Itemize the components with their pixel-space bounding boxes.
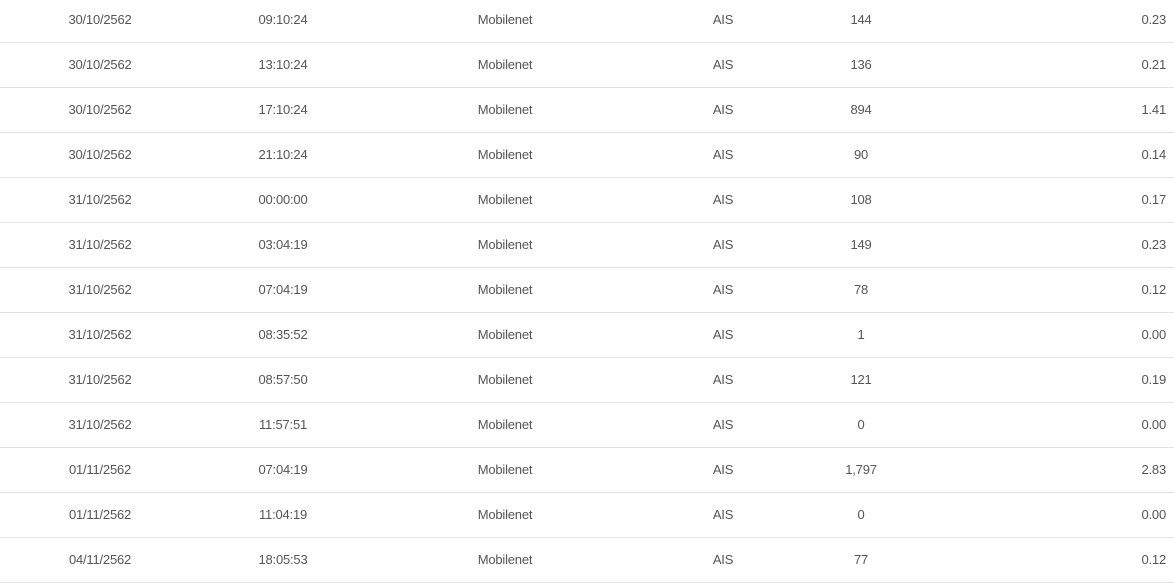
cell-network: Mobilenet [477,192,533,207]
cell-usage: 121 [850,372,872,387]
cell-operator: AIS [712,552,734,567]
cell-amount: 0.00 [1141,327,1166,342]
table-row: 04/11/2562 18:05:53 Mobilenet AIS 77 0.12 [0,538,1174,583]
table-row: 31/10/2562 03:04:19 Mobilenet AIS 149 0.23 [0,223,1174,268]
cell-date: 30/10/2562 [68,57,132,72]
cell-amount: 0.00 [1141,417,1166,432]
cell-date: 30/10/2562 [68,147,132,162]
cell-date: 01/11/2562 [68,507,132,522]
table-row: 01/11/2562 11:04:19 Mobilenet AIS 0 0.00 [0,493,1174,538]
cell-date: 31/10/2562 [68,237,132,252]
cell-time: 08:57:50 [258,372,308,387]
cell-usage: 77 [853,552,869,567]
cell-network: Mobilenet [477,237,533,252]
cell-time: 11:04:19 [258,507,308,522]
cell-usage: 894 [850,102,872,117]
cell-time: 21:10:24 [258,147,308,162]
cell-amount: 0.12 [1141,552,1166,567]
cell-operator: AIS [712,12,734,27]
table-row: 31/10/2562 08:57:50 Mobilenet AIS 121 0.19 [0,358,1174,403]
cell-date: 31/10/2562 [68,192,132,207]
cell-network: Mobilenet [477,417,533,432]
cell-amount: 1.41 [1141,102,1166,117]
cell-operator: AIS [712,327,734,342]
cell-operator: AIS [712,192,734,207]
table-row: 30/10/2562 17:10:24 Mobilenet AIS 894 1.41 [0,88,1174,133]
table-row: 30/10/2562 09:10:24 Mobilenet AIS 144 0.23 [0,0,1174,43]
cell-operator: AIS [712,282,734,297]
cell-operator: AIS [712,102,734,117]
cell-date: 30/10/2562 [68,12,132,27]
cell-operator: AIS [712,147,734,162]
cell-network: Mobilenet [477,552,533,567]
cell-operator: AIS [712,57,734,72]
cell-operator: AIS [712,462,734,477]
cell-network: Mobilenet [477,327,533,342]
cell-date: 01/11/2562 [68,462,132,477]
cell-time: 13:10:24 [258,57,308,72]
cell-amount: 0.23 [1141,12,1166,27]
cell-amount: 0.12 [1141,282,1166,297]
cell-amount: 0.19 [1141,372,1166,387]
cell-time: 08:35:52 [258,327,308,342]
cell-time: 18:05:53 [258,552,308,567]
table-row: 01/11/2562 07:04:19 Mobilenet AIS 1,797 2.83 [0,448,1174,493]
cell-usage: 90 [853,147,869,162]
cell-amount: 0.21 [1141,57,1166,72]
cell-operator: AIS [712,372,734,387]
table-row: 30/10/2562 13:10:24 Mobilenet AIS 136 0.21 [0,43,1174,88]
cell-date: 31/10/2562 [68,327,132,342]
table-row: 31/10/2562 07:04:19 Mobilenet AIS 78 0.12 [0,268,1174,313]
table-row: 31/10/2562 08:35:52 Mobilenet AIS 1 0.00 [0,313,1174,358]
table-row: 31/10/2562 00:00:00 Mobilenet AIS 108 0.17 [0,178,1174,223]
table-row: 30/10/2562 21:10:24 Mobilenet AIS 90 0.14 [0,133,1174,178]
cell-date: 31/10/2562 [68,417,132,432]
cell-network: Mobilenet [477,12,533,27]
table-row: 31/10/2562 11:57:51 Mobilenet AIS 0 0.00 [0,403,1174,448]
cell-usage: 1,797 [845,462,877,477]
cell-time: 07:04:19 [258,282,308,297]
cell-network: Mobilenet [477,507,533,522]
cell-date: 31/10/2562 [68,282,132,297]
cell-time: 17:10:24 [258,102,308,117]
cell-time: 11:57:51 [258,417,308,432]
cell-operator: AIS [712,507,734,522]
cell-amount: 2.83 [1141,462,1166,477]
cell-time: 07:04:19 [258,462,308,477]
cell-usage: 0 [857,507,865,522]
cell-amount: 0.23 [1141,237,1166,252]
cell-network: Mobilenet [477,462,533,477]
cell-amount: 0.17 [1141,192,1166,207]
cell-network: Mobilenet [477,102,533,117]
cell-network: Mobilenet [477,57,533,72]
cell-date: 30/10/2562 [68,102,132,117]
cell-usage: 136 [850,57,872,72]
cell-amount: 0.00 [1141,507,1166,522]
cell-usage: 78 [853,282,869,297]
cell-usage: 144 [850,12,872,27]
cell-amount: 0.14 [1141,147,1166,162]
cell-usage: 108 [850,192,872,207]
cell-operator: AIS [712,417,734,432]
cell-usage: 0 [857,417,865,432]
cell-time: 09:10:24 [258,12,308,27]
cell-time: 00:00:00 [258,192,308,207]
cell-network: Mobilenet [477,147,533,162]
cell-date: 04/11/2562 [68,552,132,567]
cell-usage: 1 [857,327,865,342]
cell-date: 31/10/2562 [68,372,132,387]
cell-operator: AIS [712,237,734,252]
cell-network: Mobilenet [477,372,533,387]
cell-network: Mobilenet [477,282,533,297]
cell-time: 03:04:19 [258,237,308,252]
cell-usage: 149 [850,237,872,252]
